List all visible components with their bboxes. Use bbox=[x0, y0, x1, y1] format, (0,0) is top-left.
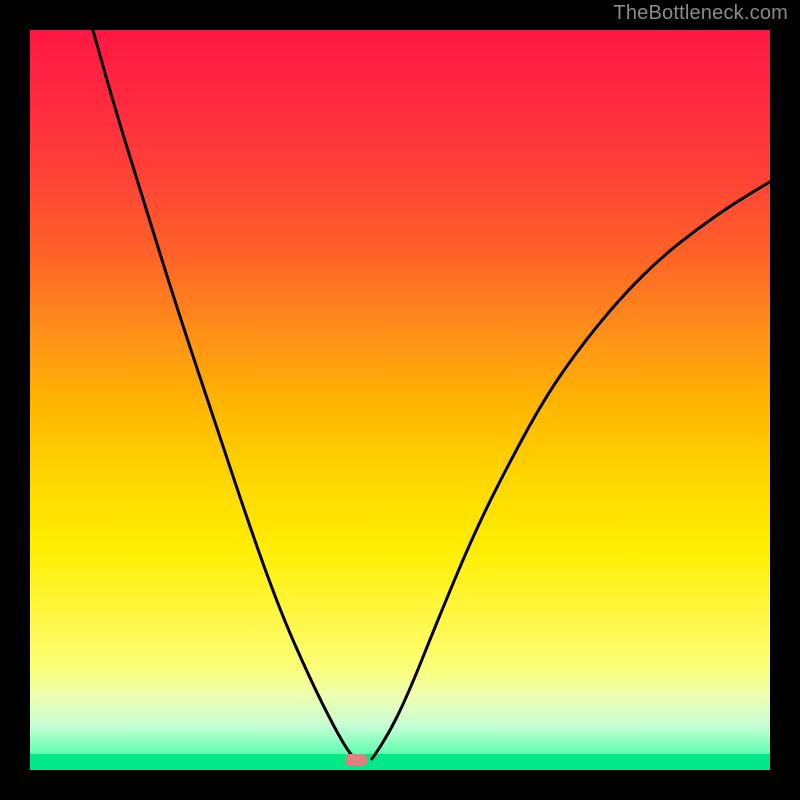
minimum-marker bbox=[345, 754, 367, 765]
watermark-text: TheBottleneck.com bbox=[613, 2, 788, 25]
plot-area bbox=[30, 30, 770, 770]
bottleneck-curve bbox=[30, 30, 770, 770]
